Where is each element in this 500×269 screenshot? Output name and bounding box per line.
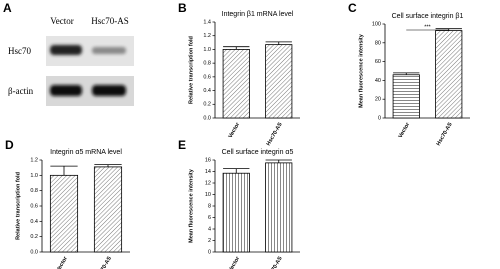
y-tick-label: 1.4: [203, 19, 211, 25]
bar: [265, 44, 293, 119]
y-tick-label: 0.8: [30, 188, 38, 194]
bar: [392, 74, 420, 119]
bar: [49, 174, 79, 253]
y-tick-label: 0.2: [203, 102, 211, 108]
x-tick-label: Vector: [228, 121, 242, 139]
y-tick-label: 8: [208, 203, 211, 209]
y-tick-label: 100: [372, 21, 381, 27]
chart-title: Cell surface integrin α5: [222, 149, 294, 156]
y-tick-label: 0.2: [30, 234, 38, 240]
blot-band: [50, 45, 82, 55]
y-tick-label: 0.0: [203, 115, 211, 121]
significance-label: ***: [424, 24, 431, 30]
x-tick-label: Hsc70-AS: [266, 121, 284, 147]
panel-label: C: [348, 1, 357, 15]
y-axis-label: Relative transcription fold: [188, 36, 194, 104]
bar: [93, 166, 123, 253]
y-tick-label: 20: [375, 97, 381, 103]
y-tick-label: 2: [208, 238, 211, 244]
y-tick-label: 0.6: [203, 74, 211, 80]
y-tick-label: 1.0: [30, 173, 38, 179]
bar: [222, 49, 250, 119]
y-tick-label: 1.0: [203, 47, 211, 53]
y-axis-label: Relative transcription fold: [15, 172, 21, 240]
blot-panel: A Vector Hsc70-AS Hsc70 β-actin: [3, 1, 134, 106]
blot-band: [92, 85, 126, 96]
y-tick-label: 16: [205, 157, 211, 163]
blot-row-label: β-actin: [8, 86, 34, 96]
blot-row-label: Hsc70: [8, 46, 31, 56]
panel-label: E: [178, 138, 186, 152]
y-tick-label: 0: [208, 249, 211, 255]
y-tick-label: 0.4: [30, 219, 38, 225]
y-tick-label: 0.4: [203, 88, 211, 94]
panel-label: D: [5, 138, 14, 152]
x-tick-label: Vector: [228, 255, 242, 269]
blot-band: [50, 85, 82, 96]
y-tick-label: 4: [208, 226, 211, 232]
y-tick-label: 10: [205, 192, 211, 198]
chart-title: Integrin α5 mRNA level: [50, 149, 122, 156]
bar: [222, 172, 250, 253]
y-tick-label: 0.0: [30, 249, 38, 255]
x-tick-label: Hsc70-AS: [266, 255, 284, 269]
y-axis-label: Mean fluorescence intensity: [358, 33, 364, 108]
x-tick-label: Vector: [55, 255, 69, 269]
x-tick-label: Hsc70-AS: [436, 121, 454, 147]
panel-label: A: [3, 1, 12, 15]
bar: [265, 162, 293, 253]
y-tick-label: 0.8: [203, 61, 211, 67]
y-tick-label: 1.2: [30, 157, 38, 163]
bar: [435, 30, 463, 119]
y-tick-label: 60: [375, 59, 381, 65]
chart-title: Cell surface integrin β1: [392, 13, 464, 20]
y-tick-label: 1.2: [203, 33, 211, 39]
x-tick-label: Hsc70-AS: [95, 255, 113, 269]
blot-column-label: Hsc70-AS: [91, 16, 129, 26]
panel-label: B: [178, 1, 187, 15]
y-tick-label: 0.6: [30, 203, 38, 209]
blot-band: [92, 47, 126, 54]
y-tick-label: 80: [375, 40, 381, 46]
chart-title: Integrin β1 mRNA level: [222, 11, 294, 18]
y-tick-label: 40: [375, 78, 381, 84]
y-tick-label: 14: [205, 169, 211, 175]
x-tick-label: Vector: [398, 121, 412, 139]
y-tick-label: 0: [378, 115, 381, 121]
y-tick-label: 6: [208, 215, 211, 221]
y-axis-label: Mean fluorescence intensity: [188, 168, 194, 243]
blot-column-label: Vector: [50, 16, 74, 26]
y-tick-label: 12: [205, 180, 211, 186]
